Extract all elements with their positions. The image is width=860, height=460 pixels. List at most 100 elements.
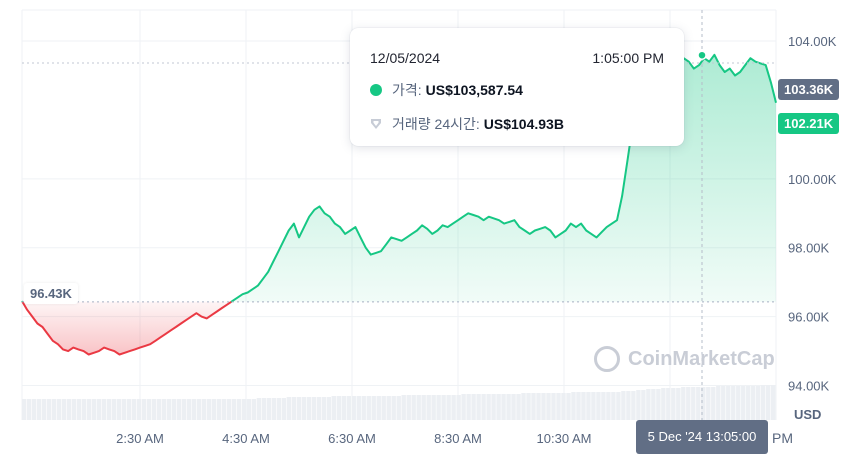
volume-bar [456,395,461,420]
volume-bar [466,394,471,420]
volume-bar [711,387,716,420]
volume-bar [671,388,676,420]
volume-bar [391,396,396,420]
reference-price-badge: 103.36K [778,79,840,100]
volume-bar [236,399,242,420]
volume-bar [76,399,82,420]
volume-bar [66,399,72,420]
volume-bar [311,397,317,420]
volume-bar [676,388,681,420]
volume-bar [766,385,771,420]
tooltip-price-value: US$103,587.54 [425,82,523,98]
volume-bar [526,393,531,420]
volume-bar [351,396,356,420]
volume-bar [726,386,731,420]
volume-bar [51,399,57,420]
volume-bar [356,396,361,420]
y-tick-label: 94.00K [788,379,830,394]
volume-bar [561,393,566,420]
volume-bar [481,394,486,420]
volume-bar [716,386,721,420]
y-tick-label: 100.00K [788,172,837,187]
volume-bar [706,387,711,420]
volume-bar [571,392,576,420]
tooltip-date: 12/05/2024 [370,50,441,66]
volume-bars [22,385,776,420]
volume-bar [501,394,506,420]
volume-bar [86,399,92,420]
volume-bar [616,392,621,420]
volume-bar [586,392,591,420]
volume-bar [636,390,641,420]
volume-bar [216,399,222,420]
volume-bar [441,395,446,420]
volume-bar [746,386,751,420]
volume-bar [81,399,87,420]
volume-bar [71,399,77,420]
volume-bar [156,399,162,420]
price-tooltip: 12/05/2024 1:05:00 PM 가격: US$103,587.54 … [350,28,684,146]
tooltip-volume-label: 거래량 24시간: [392,116,480,132]
volume-bar [541,393,546,420]
volume-bar [261,398,267,420]
volume-bar [606,392,611,420]
price-dot-icon [370,84,382,96]
volume-bar [301,397,307,420]
volume-bar [661,388,666,420]
volume-bar [341,396,346,420]
volume-bar [551,393,556,420]
volume-bar [291,397,297,420]
volume-bar [22,399,27,420]
volume-bar [401,395,406,420]
volume-bar [736,386,741,420]
volume-bar [721,386,726,420]
volume-bar [596,392,601,420]
x-axis: 2:30 AM 4:30 AM 6:30 AM 8:30 AM 10:30 AM [116,431,591,446]
volume-bar [121,399,127,420]
volume-bar [281,398,287,420]
volume-bar [176,399,182,420]
volume-bar [296,397,302,420]
volume-bar [471,394,476,420]
volume-bar [451,395,456,420]
volume-bar [91,399,97,420]
volume-bar [196,399,202,420]
volume-bar [41,399,47,420]
volume-bar [361,396,366,420]
volume-bar [691,387,696,420]
x-tick-label: 6:30 AM [328,431,376,446]
volume-bar [36,399,42,420]
volume-bar [251,399,257,420]
volume-bar [656,389,661,420]
x-tick-label: 8:30 AM [434,431,482,446]
volume-bar [181,399,187,420]
volume-bar [146,399,152,420]
price-line-up [230,53,777,303]
volume-bar [101,399,107,420]
volume-bar [486,394,491,420]
volume-bar [256,398,262,420]
volume-bar [546,393,551,420]
volume-bar [511,394,516,420]
volume-bar [646,389,651,420]
volume-bar [336,396,341,420]
y-axis: 94.00K 96.00K 98.00K 100.00K 104.00K [788,34,837,394]
volume-bar [126,399,132,420]
tooltip-volume-value: US$104.93B [483,116,564,132]
volume-bar [681,387,686,420]
crosshair-time-badge: 5 Dec '24 13:05:00 [636,420,768,454]
current-price-badge: 102.21K [778,113,840,134]
volume-bar [771,385,776,420]
volume-bar [626,391,631,420]
volume-bar [161,399,167,420]
volume-bar [751,386,756,420]
price-line-down [21,300,232,356]
volume-bar [696,387,701,420]
volume-bar [136,399,142,420]
volume-bar [651,389,656,420]
volume-bar [366,396,371,420]
volume-bar [241,399,247,420]
x-tick-label: 2:30 AM [116,431,164,446]
volume-bar [701,387,706,420]
volume-bar [186,399,192,420]
